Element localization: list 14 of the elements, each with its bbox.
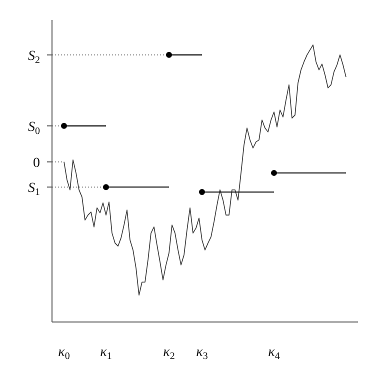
ref-line-label: S$_{0}$ [28,120,40,137]
point [103,184,109,190]
point [166,52,172,58]
ref-line-label: S$_{1}$ [28,181,40,198]
x-tick-label: κ$_{2}$ [163,345,175,362]
point [271,170,277,176]
point [199,189,205,196]
x-tick-label: κ$_{3}$ [196,345,208,362]
x-tick-label: κ$_{4}$ [268,345,280,362]
point [61,122,67,129]
ref-line-label: S$_{2}$ [28,48,40,66]
x-tick-label: κ$_{1}$ [100,345,112,362]
text: 0 [33,156,40,171]
x-tick-label: κ$_{0}$ [58,345,70,362]
